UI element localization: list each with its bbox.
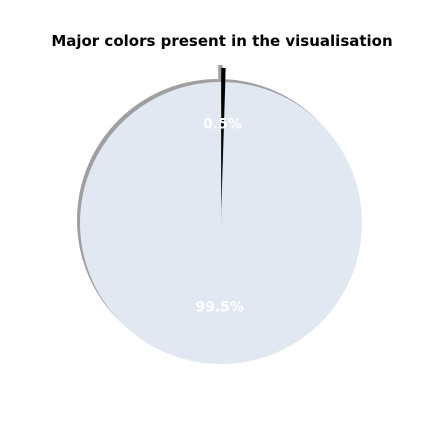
pie-slice: [80, 82, 363, 364]
pie-slice-label: 0.5%: [203, 116, 242, 132]
pie-slice-layer: [80, 67, 363, 364]
pie-slice: [221, 67, 226, 209]
pie-label-layer: 99.5% 0.5%: [195, 116, 244, 315]
pie-slice-label: 99.5%: [195, 300, 244, 316]
chart-title: Major colors present in the visualisatio…: [51, 32, 393, 50]
